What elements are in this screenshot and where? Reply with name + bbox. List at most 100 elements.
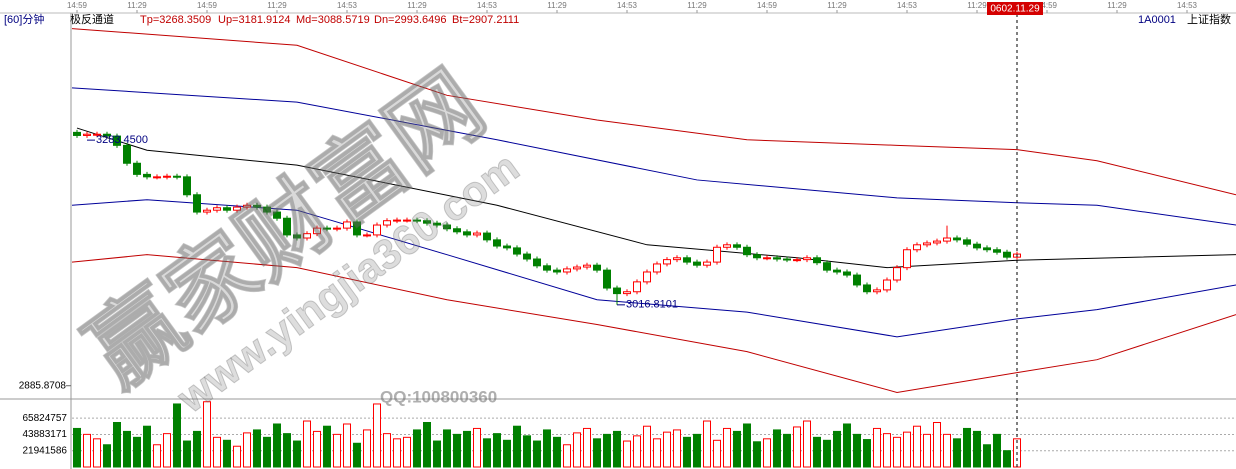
volume-bar — [423, 422, 431, 468]
volume-bar — [633, 435, 641, 468]
indicator-value: Tp=3268.3509 — [140, 14, 211, 26]
candle-body — [163, 175, 171, 178]
watermark: QQ:100800360 — [380, 387, 497, 406]
volume-bar — [683, 436, 691, 468]
candle-body — [843, 271, 851, 276]
candle-body — [923, 242, 931, 246]
candle-body — [323, 227, 331, 230]
volume-bar — [623, 440, 631, 468]
candle-body — [153, 176, 161, 179]
candle-body — [743, 246, 751, 256]
volume-bar — [513, 425, 521, 468]
candle-body — [133, 162, 141, 175]
x-tick-label: 14:59 — [757, 1, 778, 10]
candle-body — [113, 135, 121, 146]
candle-body — [243, 204, 251, 208]
plot-layer: 14:59 11:29 14:59 11:29 14:53 11:29 14:53 11:29… — [19, 1, 1236, 469]
volume-bar — [883, 433, 891, 468]
band-line — [71, 254, 1236, 393]
candle-body — [143, 173, 151, 178]
y-tick-label: 43883171 — [23, 429, 68, 440]
volume-bar — [673, 429, 681, 468]
volume-bar — [123, 430, 131, 468]
x-tick-label: 11:29 — [967, 1, 987, 10]
candle-body — [333, 227, 341, 230]
candle-body — [543, 265, 551, 271]
symbol-code: 1A0001 — [1138, 14, 1176, 26]
volume-bar — [543, 429, 551, 468]
candle-body — [773, 257, 781, 260]
volume-bar — [943, 433, 951, 468]
candle-body — [393, 219, 401, 222]
cursor-label: 0602.11.29 — [990, 4, 1040, 15]
candle-body — [813, 257, 821, 264]
volume-bar — [403, 436, 411, 468]
volume-bar — [973, 430, 981, 468]
volume-bar — [523, 435, 531, 468]
candle-body — [93, 133, 101, 136]
candle-body — [293, 234, 301, 239]
volume-bar — [313, 430, 321, 468]
candle-body — [453, 228, 461, 233]
candle-body — [913, 244, 921, 251]
annotation-label: 3016.8101 — [626, 299, 678, 311]
candle-body — [463, 231, 471, 236]
candle-body — [553, 269, 561, 273]
candle-body — [503, 245, 511, 249]
volume-bar — [843, 423, 851, 468]
candle-body — [993, 249, 1001, 253]
volume-bar — [643, 425, 651, 468]
candle-body — [723, 244, 731, 248]
volume-bar — [373, 403, 381, 468]
candle-body — [483, 232, 491, 241]
volume-bar — [283, 433, 291, 468]
volume-bar — [203, 401, 211, 468]
volume-bar — [383, 433, 391, 468]
candle-body — [823, 262, 831, 271]
candle-body — [273, 211, 281, 219]
volume-bar — [793, 426, 801, 468]
volume-bar — [663, 431, 671, 468]
candle-body — [863, 284, 871, 293]
band-line — [71, 199, 1236, 338]
volume-bar — [413, 429, 421, 468]
volume-bar — [563, 444, 571, 468]
volume-bar — [713, 439, 721, 468]
volume-bar — [443, 429, 451, 468]
volume-bar — [193, 430, 201, 468]
candle-body — [763, 257, 771, 260]
volume-bar — [503, 439, 511, 468]
volume-bar — [473, 427, 481, 468]
volume-bar — [733, 430, 741, 468]
candle-body — [193, 194, 201, 213]
volume-bar — [1003, 450, 1011, 468]
volume-bar — [173, 403, 181, 468]
candle-body — [473, 232, 481, 236]
candle-body — [433, 222, 441, 226]
candle-body — [523, 253, 531, 260]
candle-body — [853, 274, 861, 286]
volume-bar — [763, 438, 771, 468]
candle-body — [443, 224, 451, 230]
candle-body — [833, 269, 841, 273]
indicator-value: Bt=2907.2111 — [452, 14, 519, 26]
volume-bar — [933, 422, 941, 468]
volume-bar — [593, 438, 601, 468]
volume-bar — [143, 425, 151, 468]
volume-bar — [803, 420, 811, 468]
x-tick-label: 11:29 — [547, 1, 567, 10]
x-tick-label: 14:53 — [617, 1, 638, 10]
candle-body — [903, 249, 911, 269]
volume-bar — [353, 442, 361, 468]
candle-body — [343, 221, 351, 229]
volume-bar — [903, 431, 911, 468]
candle-body — [703, 261, 711, 266]
volume-bar — [433, 440, 441, 468]
volume-bar — [743, 423, 751, 468]
volume-bar — [233, 445, 241, 468]
candle-body — [733, 244, 741, 248]
candle-body — [373, 224, 381, 236]
candle-body — [663, 259, 671, 265]
